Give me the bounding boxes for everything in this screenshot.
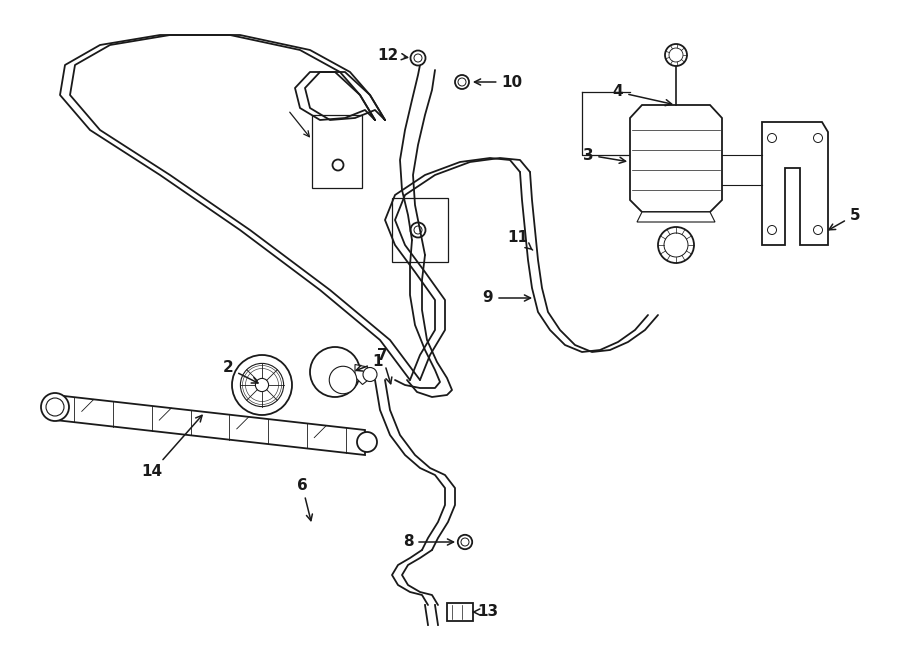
Text: 7: 7	[377, 348, 392, 383]
FancyBboxPatch shape	[447, 603, 473, 621]
Text: 5: 5	[829, 208, 860, 230]
Polygon shape	[630, 105, 722, 212]
Circle shape	[658, 227, 694, 263]
Circle shape	[357, 432, 377, 452]
Text: 14: 14	[141, 415, 202, 479]
Text: 12: 12	[377, 48, 408, 63]
Circle shape	[329, 366, 356, 394]
Polygon shape	[355, 364, 369, 385]
Circle shape	[455, 75, 469, 89]
Text: 8: 8	[402, 535, 454, 549]
Circle shape	[310, 347, 360, 397]
Circle shape	[232, 355, 292, 415]
Circle shape	[41, 393, 69, 421]
Text: 4: 4	[613, 85, 671, 106]
Text: 1: 1	[356, 354, 383, 371]
Polygon shape	[55, 395, 365, 455]
Text: 11: 11	[508, 231, 533, 250]
Polygon shape	[762, 122, 828, 245]
Text: 2: 2	[222, 360, 258, 383]
Circle shape	[458, 535, 473, 549]
Text: 10: 10	[474, 75, 523, 89]
Text: 3: 3	[582, 147, 626, 163]
Text: 13: 13	[473, 605, 499, 619]
Text: 9: 9	[482, 290, 530, 305]
Circle shape	[410, 50, 426, 65]
Circle shape	[363, 368, 377, 381]
Text: 6: 6	[297, 477, 312, 521]
Circle shape	[665, 44, 687, 66]
Polygon shape	[637, 212, 715, 222]
